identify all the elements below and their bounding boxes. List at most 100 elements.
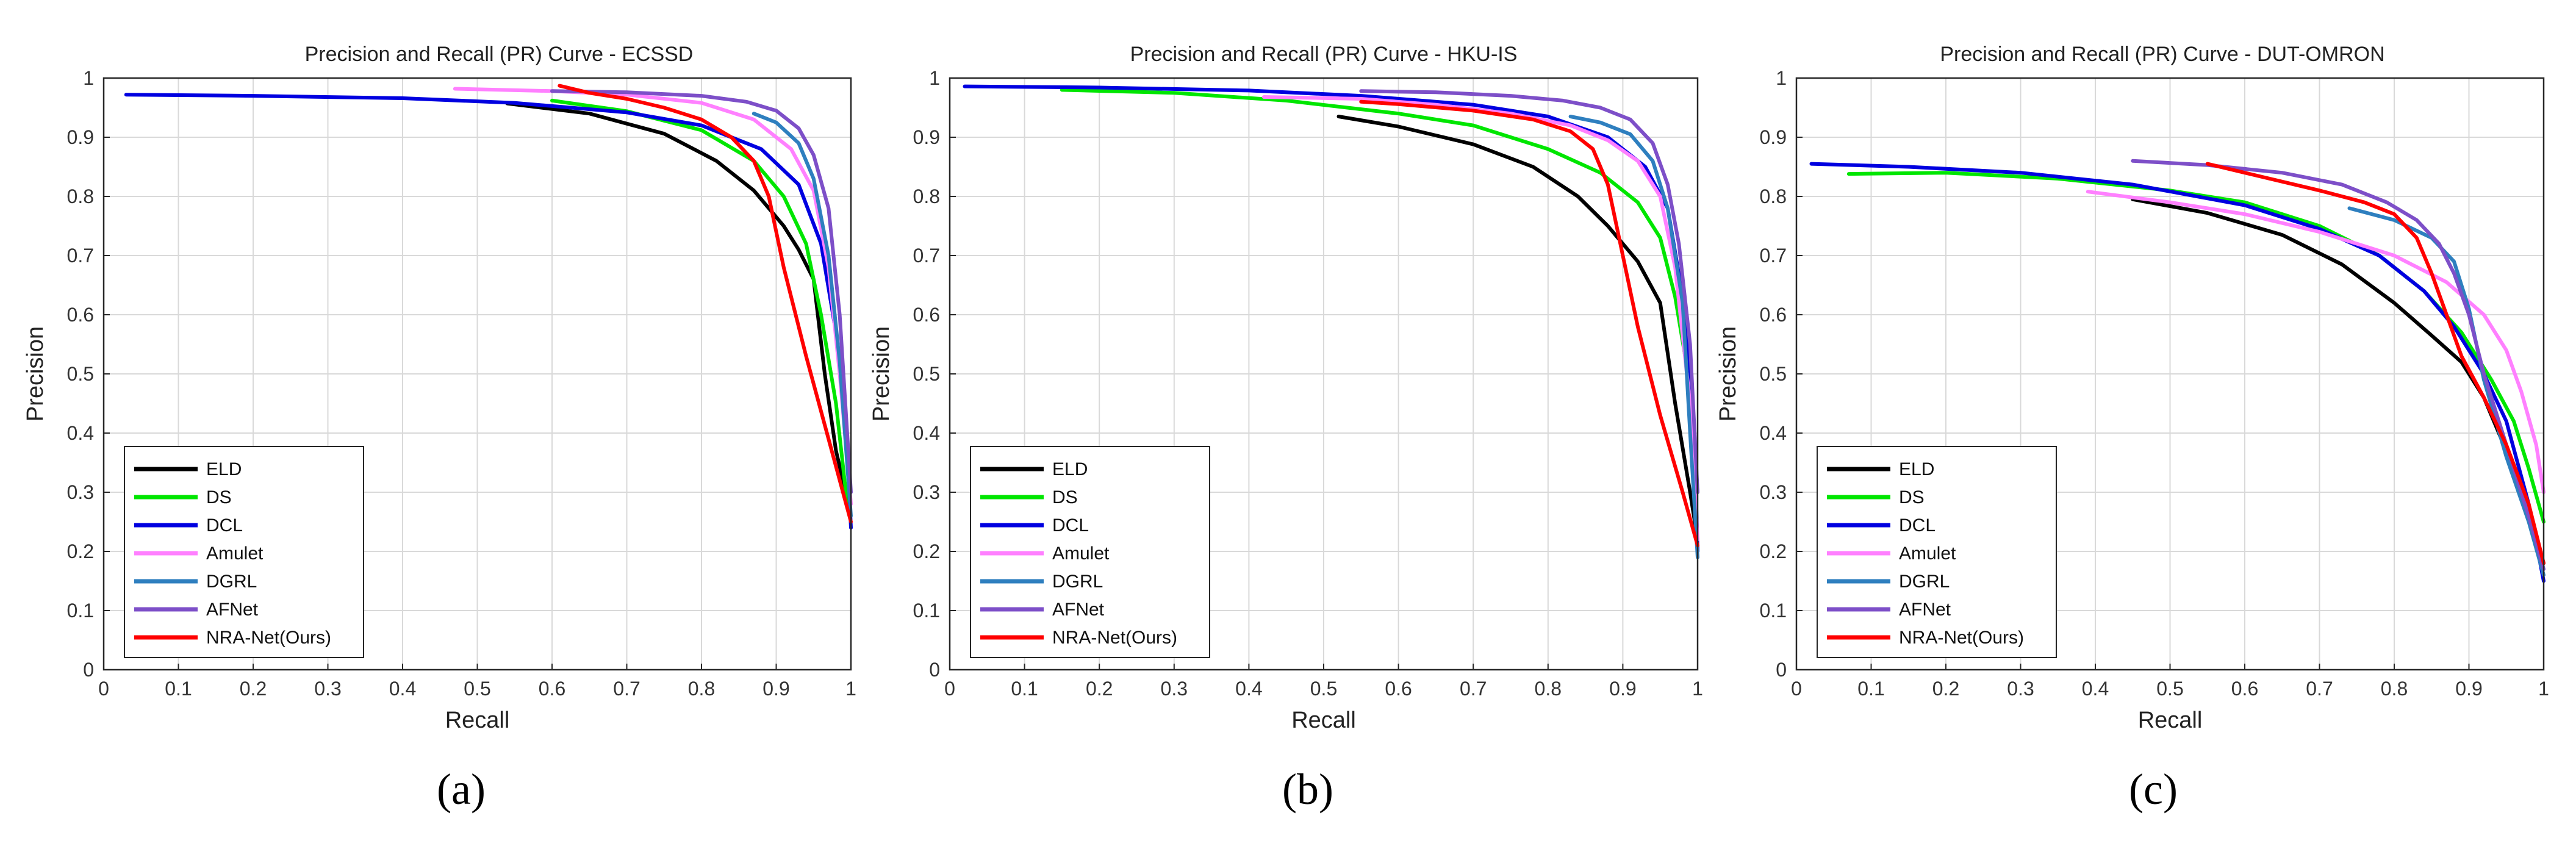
legend-label: AFNet bbox=[1052, 600, 1105, 620]
y-tick-label: 0.2 bbox=[913, 540, 940, 562]
legend-label: DCL bbox=[1052, 515, 1089, 536]
y-tick-label: 0.4 bbox=[913, 422, 940, 444]
y-tick-label: 0 bbox=[83, 659, 94, 681]
x-tick-label: 0.3 bbox=[1161, 678, 1188, 700]
panel-a: 0 0.1 0.2 0.3 0.4 0.5 0.6 0.7 0.8 0.9 1 0 0.1 0.2 0.3 0… bbox=[23, 43, 856, 814]
y-tick-label: 0.7 bbox=[913, 245, 940, 267]
y-tick-label: 1 bbox=[1776, 67, 1787, 89]
y-tick-label: 0.9 bbox=[67, 126, 94, 148]
x-tick-label: 1 bbox=[845, 678, 856, 700]
series-line-ds bbox=[1060, 88, 1699, 494]
panel-a-title: Precision and Recall (PR) Curve - ECSSD bbox=[305, 43, 694, 66]
panel-a-caption: (a) bbox=[437, 765, 486, 814]
legend-label: ELD bbox=[1052, 459, 1088, 479]
panel-b-caption: (b) bbox=[1282, 765, 1333, 814]
x-tick-label: 0.9 bbox=[1609, 678, 1636, 700]
y-tick-label: 0.3 bbox=[1760, 481, 1787, 503]
panel-b: 0 0.1 0.2 0.3 0.4 0.5 0.6 0.7 0.8 0.9 1 0 0.1 0.2 0.3 0… bbox=[869, 43, 1703, 814]
x-tick-label: 0.6 bbox=[1385, 678, 1412, 700]
panel-c-caption: (c) bbox=[2129, 765, 2178, 814]
legend-label: DS bbox=[1052, 487, 1078, 507]
x-tick-label: 0 bbox=[944, 678, 955, 700]
y-tick-label: 0.5 bbox=[1760, 363, 1787, 385]
x-tick-label: 0.9 bbox=[2455, 678, 2482, 700]
y-tick-label: 0.5 bbox=[67, 363, 94, 385]
x-tick-label: 0.9 bbox=[762, 678, 789, 700]
x-tick-label: 0.8 bbox=[2381, 678, 2408, 700]
y-tick-label: 0.1 bbox=[67, 600, 94, 622]
y-tick-label: 0.7 bbox=[67, 245, 94, 267]
x-tick-label: 0.2 bbox=[1932, 678, 1959, 700]
x-tick-label: 0.4 bbox=[2082, 678, 2109, 700]
y-tick-label: 0.1 bbox=[1760, 600, 1787, 622]
legend-label: DGRL bbox=[1052, 572, 1103, 592]
y-tick-label: 0.4 bbox=[67, 422, 94, 444]
legend-label: Amulet bbox=[206, 543, 264, 564]
y-tick-label: 0.6 bbox=[1760, 304, 1787, 326]
x-tick-label: 0.6 bbox=[539, 678, 565, 700]
x-tick-label: 0.7 bbox=[2306, 678, 2333, 700]
y-tick-label: 1 bbox=[929, 67, 940, 89]
x-axis-label: Recall bbox=[1291, 708, 1356, 733]
legend-label: DS bbox=[1899, 487, 1925, 507]
series-line-afnet bbox=[550, 89, 853, 494]
legend-label: NRA-Net(Ours) bbox=[1052, 628, 1177, 648]
y-tick-label: 0.2 bbox=[1760, 540, 1787, 562]
plot-frame bbox=[102, 77, 852, 671]
series-line-dgrl bbox=[752, 112, 853, 518]
x-tick-label: 0.8 bbox=[688, 678, 715, 700]
x-tick-label: 0.5 bbox=[1310, 678, 1337, 700]
legend-label: DCL bbox=[206, 515, 243, 536]
series-line-eld bbox=[505, 101, 849, 500]
x-tick-label: 0.5 bbox=[464, 678, 490, 700]
legend: ELD DS DCL Amulet DGRL AFNet NRA-Net(Ours) bbox=[1817, 446, 2057, 658]
panel-c: 0 0.1 0.2 0.3 0.4 0.5 0.6 0.7 0.8 0.9 1 0 0.1 0.2 0.3 0… bbox=[1715, 43, 2549, 814]
y-tick-label: 0.5 bbox=[913, 363, 940, 385]
series-line-eld bbox=[1336, 115, 1699, 542]
y-tick-label: 0.3 bbox=[67, 481, 94, 503]
legend-label: AFNet bbox=[1899, 600, 1951, 620]
x-tick-label: 0.7 bbox=[1460, 678, 1487, 700]
y-tick-label: 0.9 bbox=[913, 126, 940, 148]
legend-label: DS bbox=[206, 487, 232, 507]
panel-c-title: Precision and Recall (PR) Curve - DUT-OM… bbox=[1940, 43, 2384, 66]
x-tick-label: 0.3 bbox=[2007, 678, 2034, 700]
legend-label: ELD bbox=[1899, 459, 1934, 479]
y-tick-label: 0.4 bbox=[1760, 422, 1787, 444]
y-tick-label: 0.1 bbox=[913, 600, 940, 622]
legend-label: Amulet bbox=[1899, 543, 1956, 564]
y-axis-label: Precision bbox=[1715, 326, 1741, 421]
series-line-amulet bbox=[2086, 190, 2546, 494]
legend-label: Amulet bbox=[1052, 543, 1110, 564]
x-tick-label: 0.7 bbox=[613, 678, 640, 700]
x-tick-label: 1 bbox=[2538, 678, 2549, 700]
series-line-afnet bbox=[1359, 89, 1699, 494]
y-axis-label: Precision bbox=[869, 326, 894, 421]
y-tick-label: 0.3 bbox=[913, 481, 940, 503]
series-line-dcl bbox=[1809, 162, 2546, 583]
y-tick-label: 0 bbox=[1776, 659, 1787, 681]
x-tick-label: 0.1 bbox=[1857, 678, 1884, 700]
y-tick-label: 1 bbox=[83, 67, 94, 89]
x-tick-label: 0 bbox=[1791, 678, 1802, 700]
y-tick-label: 0 bbox=[929, 659, 940, 681]
x-tick-label: 0.2 bbox=[1086, 678, 1113, 700]
x-tick-label: 0.2 bbox=[240, 678, 267, 700]
legend-label: AFNet bbox=[206, 600, 259, 620]
x-axis-label: Recall bbox=[445, 708, 510, 733]
legend-label: DGRL bbox=[206, 572, 257, 592]
y-tick-label: 0.8 bbox=[1760, 185, 1787, 207]
legend-label: DGRL bbox=[1899, 572, 1950, 592]
x-tick-label: 0.8 bbox=[1535, 678, 1562, 700]
plot-frame bbox=[1795, 77, 2545, 671]
legend-label: ELD bbox=[206, 459, 242, 479]
y-tick-label: 0.2 bbox=[67, 540, 94, 562]
y-axis-label: Precision bbox=[23, 326, 48, 421]
x-tick-label: 0.6 bbox=[2231, 678, 2258, 700]
y-tick-label: 0.6 bbox=[913, 304, 940, 326]
y-tick-label: 0.6 bbox=[67, 304, 94, 326]
series-line-nra-net-ours bbox=[1359, 99, 1699, 548]
series-line-amulet bbox=[1261, 95, 1699, 542]
x-tick-label: 0.1 bbox=[1011, 678, 1038, 700]
